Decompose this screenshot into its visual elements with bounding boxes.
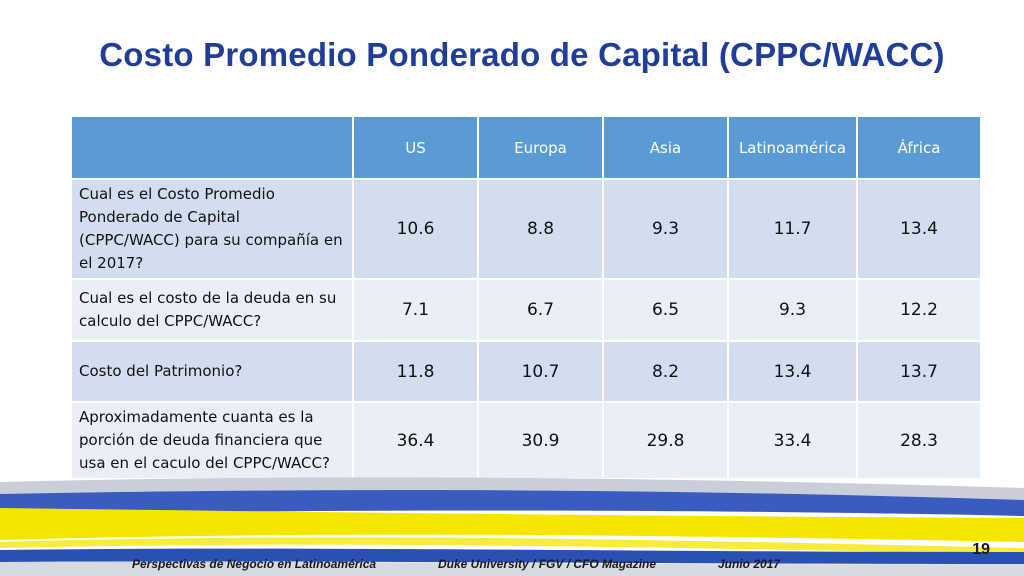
column-header-latinoamerica: Latinoamérica [727, 115, 858, 180]
table-header-row: US Europa Asia Latinoamérica África [70, 115, 982, 180]
table-cell: 9.3 [727, 278, 858, 342]
column-header-asia: Asia [602, 115, 729, 180]
table-cell: 13.7 [856, 340, 982, 403]
table-cell: 9.3 [602, 178, 729, 280]
table-cell: 10.6 [352, 178, 479, 280]
table-cell: 7.1 [352, 278, 479, 342]
table-cell: 13.4 [856, 178, 982, 280]
wave-bottom-gray [0, 561, 1024, 576]
table-cell: 11.7 [727, 178, 858, 280]
slide-title: Costo Promedio Ponderado de Capital (CPP… [99, 36, 945, 73]
table-cell: 6.7 [477, 278, 604, 342]
column-header-us: US [352, 115, 479, 180]
table-cell: 11.8 [352, 340, 479, 403]
table-cell: 8.8 [477, 178, 604, 280]
table-cell: 29.8 [602, 401, 729, 480]
decorative-wave-band [0, 470, 1024, 576]
table-cell: 36.4 [352, 401, 479, 480]
table-cell: 6.5 [602, 278, 729, 342]
row-question: Aproximadamente cuanta es la porción de … [70, 401, 354, 480]
table-row: Aproximadamente cuanta es la porción de … [70, 401, 982, 480]
header-corner-cell [70, 115, 354, 180]
column-header-africa: África [856, 115, 982, 180]
row-question: Cual es el costo de la deuda en su calcu… [70, 278, 354, 342]
table-cell: 12.2 [856, 278, 982, 342]
column-header-europa: Europa [477, 115, 604, 180]
table-row: Cual es el costo de la deuda en su calcu… [70, 278, 982, 342]
wacc-table: US Europa Asia Latinoamérica África Cual… [70, 115, 982, 480]
table-row: Cual es el Costo Promedio Ponderado de C… [70, 178, 982, 280]
wave-yellow-thin [0, 537, 1024, 554]
row-question: Costo del Patrimonio? [70, 340, 354, 403]
footer-left: Perspectivas de Negocio en Latinoamérica [132, 557, 377, 571]
wave-blue-upper [0, 490, 1024, 516]
page-number: 19 [972, 541, 990, 558]
table-cell: 13.4 [727, 340, 858, 403]
table-cell: 30.9 [477, 401, 604, 480]
table-cell: 10.7 [477, 340, 604, 403]
table-cell: 8.2 [602, 340, 729, 403]
table-cell: 33.4 [727, 401, 858, 480]
footer-date: Junio 2017 [718, 557, 781, 571]
table-cell: 28.3 [856, 401, 982, 480]
wave-blue-lower [0, 548, 1024, 564]
footer-center: Duke University / FGV / CFO Magazine [438, 557, 657, 571]
table-row: Costo del Patrimonio? 11.8 10.7 8.2 13.4… [70, 340, 982, 403]
wave-yellow-main [0, 508, 1024, 542]
row-question: Cual es el Costo Promedio Ponderado de C… [70, 178, 354, 280]
